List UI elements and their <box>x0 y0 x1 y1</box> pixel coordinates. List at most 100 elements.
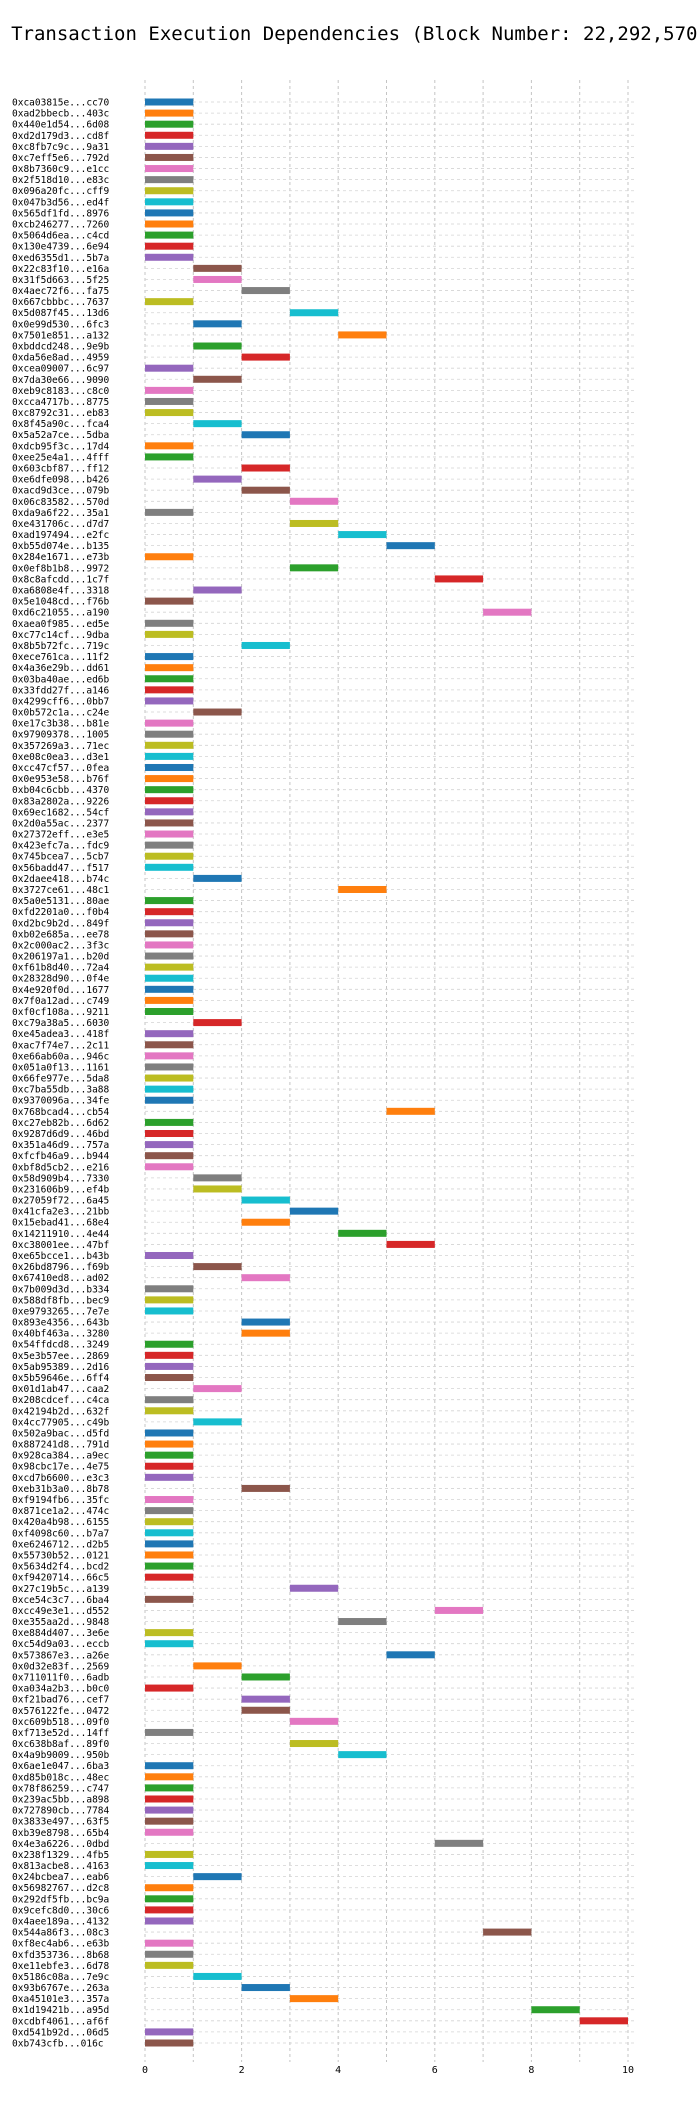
bar-8 <box>145 187 194 195</box>
y-tick-label: 0x7f0a12ad...c749 <box>12 996 110 1007</box>
bar-4 <box>145 142 194 150</box>
bar-67 <box>145 841 194 849</box>
bar-2 <box>145 120 194 128</box>
y-tick-label: 0x26bd8796...f69b <box>12 1262 110 1273</box>
y-tick-label: 0x7da30e66...9090 <box>12 375 110 386</box>
bar-12 <box>145 231 194 239</box>
bar-151 <box>145 1773 194 1781</box>
bar-64 <box>145 808 194 816</box>
y-tick-label: 0x5e3b57ee...2869 <box>12 1351 110 1362</box>
y-tick-label: 0xa6808e4f...3318 <box>12 586 110 597</box>
bar-142 <box>241 1673 290 1681</box>
y-tick-label: 0x06c83582...570d <box>12 497 109 508</box>
bar-165 <box>483 1928 532 1936</box>
y-tick-label: 0x5a0e5131...80ae <box>12 896 110 907</box>
grid-lines <box>144 80 636 2062</box>
bar-89 <box>145 1085 194 1093</box>
bar-53 <box>145 686 194 694</box>
bar-104 <box>145 1252 194 1260</box>
bar-73 <box>145 908 194 916</box>
y-tick-label: 0x292df5fb...bc9a <box>12 1894 109 1905</box>
bar-93 <box>145 1130 194 1138</box>
y-tick-label: 0x97909378...1005 <box>12 730 109 741</box>
y-tick-label: 0x576122fe...0472 <box>12 1706 109 1717</box>
y-tick-label: 0xda9a6f22...35a1 <box>12 508 110 519</box>
bar-72 <box>145 897 194 905</box>
bar-130 <box>145 1540 194 1548</box>
bar-49 <box>241 641 290 649</box>
y-tick-label: 0x667cbbbc...7637 <box>12 297 109 308</box>
y-tick-label: 0x871ce1a2...474c <box>12 1506 109 1517</box>
y-tick-label: 0x3727ce61...48c1 <box>12 885 110 896</box>
bar-139 <box>145 1640 194 1648</box>
y-tick-label: 0xe431706c...d7d7 <box>12 519 109 530</box>
y-tick-label: 0xe11ebfe3...6d78 <box>12 1961 110 1972</box>
bar-164 <box>145 1917 194 1925</box>
y-tick-label: 0x14211910...4e44 <box>12 1229 110 1240</box>
y-tick-label: 0x27372eff...e3e5 <box>12 830 109 841</box>
bar-32 <box>145 453 194 461</box>
bar-0 <box>145 98 194 106</box>
bar-159 <box>145 1862 194 1870</box>
y-tick-label: 0xc79a38a5...6030 <box>12 1018 110 1029</box>
bar-110 <box>241 1318 290 1326</box>
bar-58 <box>145 741 194 749</box>
bar-108 <box>145 1296 194 1304</box>
bar-84 <box>145 1030 194 1038</box>
y-tick-label: 0x22c83f10...e16a <box>12 264 109 275</box>
bar-36 <box>289 497 339 505</box>
bar-68 <box>145 852 194 860</box>
bar-109 <box>145 1307 194 1315</box>
bar-13 <box>145 242 194 250</box>
bar-27 <box>145 397 194 405</box>
bar-77 <box>145 952 194 960</box>
bar-162 <box>145 1895 194 1903</box>
bar-160 <box>193 1873 242 1881</box>
y-tick-label: 0xf21bad76...cef7 <box>12 1695 109 1706</box>
bar-51 <box>145 664 194 672</box>
bar-17 <box>241 287 290 295</box>
y-tick-label: 0x2f518d10...e83c <box>12 175 109 186</box>
y-tick-label: 0xad2bbecb...403c <box>12 109 109 120</box>
y-tick-label: 0xa45101e3...357a <box>12 1994 109 2005</box>
bar-96 <box>145 1163 194 1171</box>
y-tick-label: 0x31f5d663...5f25 <box>12 275 109 286</box>
bar-140 <box>386 1651 435 1659</box>
bar-46 <box>483 608 532 616</box>
y-tick-label: 0xce54c3c7...6ba4 <box>12 1595 110 1606</box>
bar-9 <box>145 198 194 206</box>
y-tick-label: 0x5d087f45...13d6 <box>12 308 110 319</box>
y-tick-label: 0x66fe977e...5da8 <box>12 1074 110 1085</box>
bar-174 <box>145 2028 194 2036</box>
y-tick-label: 0x15ebad41...68e4 <box>12 1218 110 1229</box>
bar-121 <box>145 1440 194 1448</box>
y-tick-label: 0xc609b518...09f0 <box>12 1717 110 1728</box>
y-tick-label: 0x887241d8...791d <box>12 1440 109 1451</box>
bar-43 <box>434 575 484 583</box>
bar-113 <box>145 1351 194 1359</box>
y-tick-label: 0x423efc7a...fdc9 <box>12 841 110 852</box>
bar-59 <box>145 752 194 760</box>
bar-40 <box>386 542 435 550</box>
bar-66 <box>145 830 194 838</box>
y-tick-label: 0x4299cff6...0bb7 <box>12 696 109 707</box>
y-tick-label: 0xb39e8798...65b4 <box>12 1828 110 1839</box>
bar-31 <box>145 442 194 450</box>
y-tick-label: 0xc27eb82b...6d62 <box>12 1118 109 1129</box>
y-tick-label: 0x93b6767e...263a <box>12 1983 109 1994</box>
bar-111 <box>241 1329 290 1337</box>
y-tick-label: 0x67410ed8...ad02 <box>12 1273 109 1284</box>
y-tick-label: 0xdcb95f3c...17d4 <box>12 441 110 452</box>
bar-172 <box>531 2006 580 2014</box>
bar-11 <box>145 220 194 228</box>
chart-title: Transaction Execution Dependencies (Bloc… <box>11 23 700 45</box>
y-tick-label: 0x603cbf87...ff12 <box>12 464 109 475</box>
x-tick-label: 10 <box>622 2065 634 2076</box>
bar-14 <box>145 253 194 261</box>
bar-150 <box>145 1762 194 1770</box>
y-tick-label: 0xc38001ee...47bf <box>12 1240 109 1251</box>
y-tick-label: 0xf0cf108a...9211 <box>12 1007 110 1018</box>
bar-62 <box>145 786 194 794</box>
bar-155 <box>145 1817 194 1825</box>
y-tick-label: 0xe66ab60a...946c <box>12 1051 109 1062</box>
